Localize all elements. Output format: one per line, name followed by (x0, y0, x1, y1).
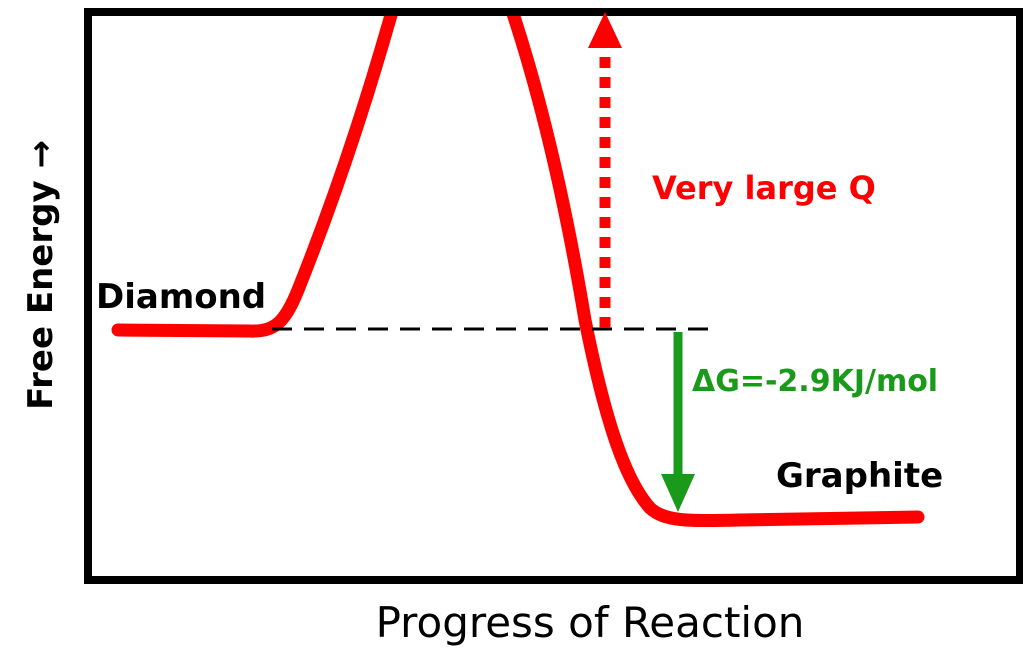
energy-curve-right (506, 16, 925, 527)
delta-g-arrowhead (661, 474, 695, 512)
delta-g-label: ΔG=-2.9KJ/mol (692, 364, 938, 399)
barrier-label: Very large Q (652, 169, 876, 207)
product-label: Graphite (776, 456, 943, 496)
frame (84, 8, 1023, 584)
energy-curve-left (111, 16, 398, 338)
y-axis-label: Free Energy → (21, 140, 61, 410)
x-axis-label: Progress of Reaction (376, 598, 805, 647)
barrier-arrowhead (588, 12, 622, 48)
reactant-label: Diamond (96, 277, 266, 317)
